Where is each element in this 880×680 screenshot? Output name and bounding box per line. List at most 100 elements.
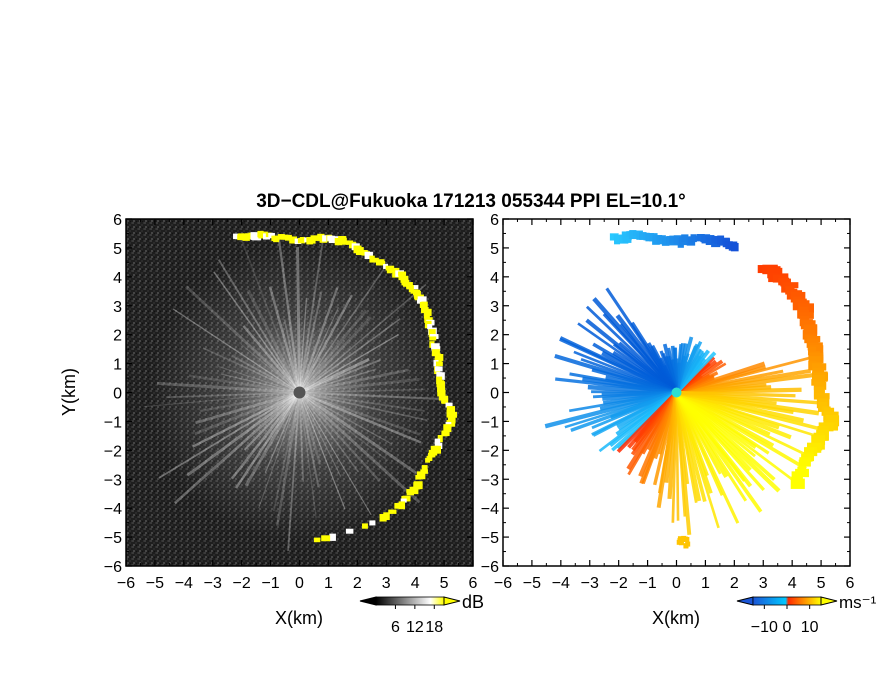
velocity-echo-cell (792, 299, 802, 311)
reflectivity-echo-cell (379, 260, 386, 266)
reflectivity-y-tick-label: 1 (113, 357, 122, 374)
reflectivity-y-tick-label: −5 (104, 530, 122, 547)
reflectivity-echo-cell (383, 264, 389, 269)
velocity-x-tick-label: −2 (610, 575, 628, 592)
velocity-echo-cell (808, 346, 817, 356)
reflectivity-x-tick-label: −4 (175, 575, 193, 592)
velocity-y-tick-label: 0 (490, 386, 499, 403)
reflectivity-echo-cell (427, 452, 436, 458)
reflectivity-echo-cell (423, 311, 430, 319)
reflectivity-x-tick-label: 5 (440, 575, 449, 592)
velocity-echo-cell (622, 233, 632, 243)
velocity-colorbar-high-arrow (820, 596, 838, 606)
reflectivity-echo-cell (409, 285, 419, 290)
velocity-echo-cell (690, 234, 697, 243)
reflectivity-x-tick-label: −3 (204, 575, 222, 592)
velocity-x-tick-label: 0 (672, 575, 681, 592)
velocity-y-tick-label: −2 (481, 443, 499, 460)
colorbar-tick-label: −10 (751, 619, 778, 636)
velocity-echo-cell (783, 282, 799, 289)
reflectivity-y-tick-label: −6 (104, 559, 122, 576)
reflectivity-x-tick-label: −2 (233, 575, 251, 592)
reflectivity-x-label: X(km) (275, 608, 323, 628)
reflectivity-echo-cell (284, 234, 292, 241)
reflectivity-echo-cell (449, 413, 455, 421)
velocity-echo-cell (701, 235, 709, 244)
reflectivity-echo-cell (400, 498, 407, 503)
reflectivity-x-tick-label: 6 (469, 575, 478, 592)
reflectivity-echo-cell (413, 482, 421, 490)
reflectivity-echo-ring (233, 230, 458, 543)
velocity-x-tick-label: 1 (701, 575, 710, 592)
velocity-x-tick-label: −4 (552, 575, 570, 592)
velocity-center-marker (671, 387, 682, 398)
velocity-rays (544, 287, 826, 535)
velocity-echo-cell (790, 478, 805, 489)
reflectivity-echo-cell (417, 296, 427, 303)
velocity-x-tick-label: 3 (759, 575, 768, 592)
velocity-echo-cell (798, 459, 811, 467)
velocity-y-tick-label: 3 (490, 299, 499, 316)
reflectivity-echo-cell (322, 235, 331, 242)
velocity-colorbar-low-arrow (736, 596, 754, 606)
reflectivity-ticks: −6 −5 −4 −3 −2 −1 0 1 2 3 4 5 6 −6 −5 −4 −3 −2 −1 0 1 2 3 4 5 6 (104, 212, 478, 592)
reflectivity-echo-cell (273, 235, 280, 243)
reflectivity-echo-cell (398, 271, 407, 276)
reflectivity-echo-cell (438, 381, 445, 389)
reflectivity-echo-cell (408, 285, 414, 293)
velocity-colorbar-unit: ms⁻¹ (839, 593, 877, 612)
velocity-echo-cell (629, 230, 637, 240)
velocity-echo-cell (815, 393, 830, 400)
velocity-echo-cell (808, 356, 821, 363)
velocity-y-tick-label: −6 (481, 559, 499, 576)
reflectivity-echo-cell (415, 474, 422, 480)
reflectivity-echo-cell (364, 251, 373, 260)
velocity-echo-cell (639, 232, 647, 240)
reflectivity-y-tick-label: 3 (113, 299, 122, 316)
reflectivity-echo-cell (437, 390, 446, 397)
velocity-echo-cell (798, 312, 814, 319)
velocity-echo-cell (682, 536, 688, 542)
reflectivity-echo-cell (328, 235, 336, 244)
velocity-y-tick-label: −3 (481, 472, 499, 489)
velocity-y-tick-label: −1 (481, 414, 499, 431)
reflectivity-echo-cell (437, 435, 443, 443)
velocity-y-tick-label: −4 (481, 501, 499, 518)
reflectivity-x-tick-label: 3 (382, 575, 391, 592)
reflectivity-echo-cell (421, 465, 428, 471)
figure-title: 3D−CDL@Fukuoka 171213 055344 PPI EL=10.1… (256, 191, 686, 212)
velocity-y-tick-label: 4 (490, 270, 499, 287)
velocity-x-tick-label: −1 (638, 575, 656, 592)
reflectivity-echo-cell (307, 237, 316, 244)
velocity-x-tick-label: 2 (730, 575, 739, 592)
reflectivity-echo-cell (441, 430, 450, 437)
velocity-x-tick-label: −3 (581, 575, 599, 592)
velocity-y-tick-label: 2 (490, 328, 499, 345)
colorbar-tick-label: 10 (801, 619, 819, 636)
reflectivity-echo-cell (421, 301, 428, 307)
velocity-echo-cell (811, 363, 827, 371)
velocity-y-tick-label: 5 (490, 241, 499, 258)
reflectivity-echo-cell (445, 402, 453, 408)
colorbar-tick-label: 0 (783, 619, 792, 636)
reflectivity-y-tick-label: 0 (113, 386, 122, 403)
reflectivity-colorbar-unit: dB (462, 592, 484, 612)
reflectivity-echo-cell (431, 346, 441, 352)
reflectivity-echo-cell (442, 398, 448, 404)
reflectivity-echo-cell (237, 233, 244, 238)
radar-site-marker (293, 386, 306, 399)
reflectivity-echo-cell (406, 490, 414, 496)
velocity-x-tick-label: 4 (788, 575, 797, 592)
velocity-echo-cell (683, 543, 689, 549)
reflectivity-echo-cell (434, 438, 441, 444)
reflectivity-echo-cell (252, 232, 262, 241)
reflectivity-echo-cell (425, 457, 431, 463)
velocity-echo-cell (614, 234, 621, 245)
reflectivity-echo-cell (436, 372, 445, 380)
reflectivity-echo-cell (398, 501, 406, 510)
reflectivity-y-tick-label: −2 (104, 443, 122, 460)
reflectivity-y-tick-label: 2 (113, 328, 122, 345)
velocity-echo-cell (706, 237, 715, 244)
